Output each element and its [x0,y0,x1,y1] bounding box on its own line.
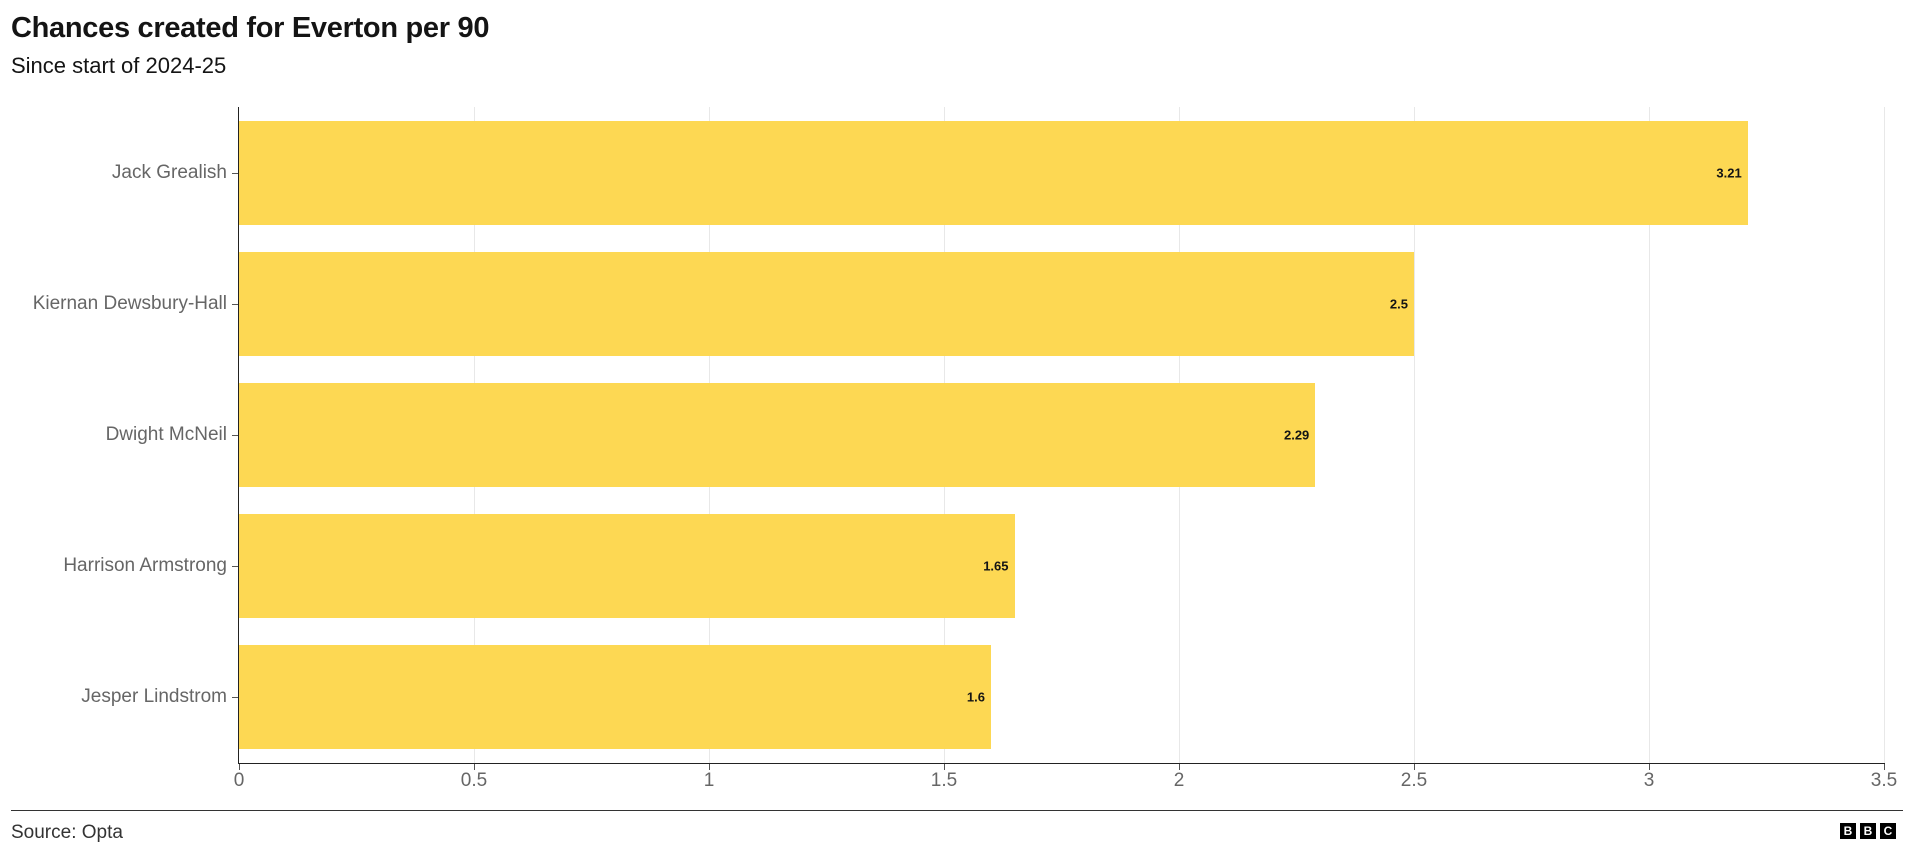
bar-value-label: 1.6 [966,689,985,705]
x-axis-tick [1414,764,1415,770]
x-axis-tick-label: 2.5 [1400,770,1428,791]
bar[interactable] [239,514,1015,618]
x-axis-tick-label: 0 [233,770,245,791]
bar[interactable] [239,252,1414,356]
x-axis-tick-label: 3 [1643,770,1655,791]
bbc-logo-letter: B [1860,823,1876,839]
x-axis-tick [1649,764,1650,770]
y-axis-tick [232,173,238,174]
y-axis-tick [232,697,238,698]
bar-value-label: 2.5 [1389,296,1408,312]
x-axis-tick-label: 3.5 [1870,770,1898,791]
x-axis-tick [239,764,240,770]
bar[interactable] [239,383,1316,487]
x-axis-line [238,763,1885,764]
y-axis-line [238,107,239,764]
y-axis-tick [232,304,238,305]
x-axis-tick-label: 1 [703,770,715,791]
x-axis-tick [1179,764,1180,770]
bar-value-label: 1.65 [983,558,1009,574]
x-axis-tick [944,764,945,770]
gridline [1649,107,1650,763]
category-label: Jack Grealish [111,162,227,183]
chart-subtitle: Since start of 2024-25 [11,53,227,78]
bbc-logo-letter: C [1880,823,1896,839]
x-axis-tick-label: 0.5 [460,770,488,791]
category-label: Jesper Lindstrom [81,686,227,707]
category-label: Kiernan Dewsbury-Hall [32,293,227,314]
category-label: Harrison Armstrong [63,555,227,576]
x-axis-tick-label: 2 [1173,770,1185,791]
chart-title: Chances created for Everton per 90 [11,12,490,44]
bar-value-label: 2.29 [1283,427,1310,443]
gridline [1884,107,1885,763]
x-axis-tick [709,764,710,770]
source-note: Source: Opta [11,822,123,843]
bbc-logo-letter: B [1840,823,1856,839]
y-axis-tick [232,566,238,567]
bar[interactable] [239,121,1748,225]
x-axis-tick-label: 1.5 [930,770,958,791]
gridline [1414,107,1415,763]
x-axis-tick [1884,764,1885,770]
category-label: Dwight McNeil [105,424,227,445]
plot-area: 0 0.5 1 1.5 2 2.5 3 3.5 3.21 Jack Grealish 2.5 Kier… [32,107,1898,791]
y-axis-tick [232,435,238,436]
footer-divider [11,810,1903,811]
bar[interactable] [239,645,991,749]
x-axis-tick [474,764,475,770]
bar-value-label: 3.21 [1716,165,1742,181]
bbc-logo: B B C [1840,823,1896,839]
